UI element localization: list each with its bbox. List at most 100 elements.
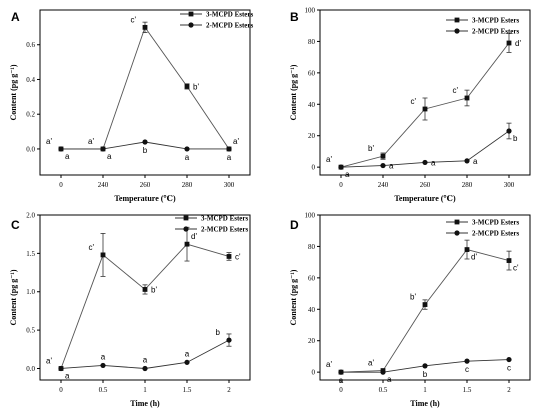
y-axis-title: Content (pg g⁻¹): [9, 64, 18, 120]
data-point: [338, 164, 344, 170]
x-tick-label: 1.5: [463, 386, 472, 394]
data-point: [142, 365, 148, 372]
x-tick-label: 2: [227, 386, 231, 394]
significance-label: a: [345, 170, 350, 179]
data-point: [506, 356, 512, 363]
legend-label: 2-MCPD Esters: [201, 226, 249, 234]
data-point: [422, 363, 428, 369]
x-tick-label: 1: [143, 386, 147, 394]
legend-marker: [454, 17, 460, 23]
y-axis-title: Content (pg g⁻¹): [9, 269, 18, 325]
legend-marker: [454, 28, 460, 34]
data-point: [100, 362, 106, 369]
data-point: [464, 95, 470, 101]
x-tick-label: 300: [504, 181, 515, 189]
legend: 3-MCPD Esters 2-MCPD Esters: [180, 11, 254, 30]
significance-label: a: [185, 349, 190, 358]
y-axis-title: Content (pg g⁻¹): [289, 269, 298, 325]
significance-label: a: [473, 157, 478, 166]
data-point: [100, 146, 106, 152]
data-point: [226, 254, 232, 259]
series-line: [60, 243, 230, 369]
panel-letter: A: [11, 10, 20, 24]
significance-label: a': [46, 137, 52, 146]
significance-label: a: [65, 152, 70, 161]
data-point: [226, 146, 232, 152]
significance-label: c': [130, 15, 136, 24]
significance-label: c': [513, 264, 519, 273]
data-point: [338, 369, 344, 375]
legend-marker: [183, 226, 189, 232]
x-tick-label: 0.5: [99, 386, 108, 394]
legend-marker: [454, 230, 460, 236]
y-tick-label: 100: [305, 7, 316, 15]
x-tick-label: 280: [182, 181, 193, 189]
series-line: [340, 249, 510, 373]
y-tick-label: 0.6: [26, 41, 35, 49]
y-tick-label: 40: [308, 101, 316, 109]
significance-label: c: [507, 364, 511, 373]
significance-label: c': [88, 243, 94, 252]
data-point: [506, 128, 512, 134]
y-tick-label: 1.0: [26, 288, 35, 296]
significance-label: a': [368, 359, 374, 368]
y-tick-label: 40: [308, 306, 316, 314]
panel-a: A 0 240 260 280 300 0.0 0.2 0.4 0.6 Temperature (℃…: [9, 9, 254, 203]
significance-label: d': [515, 39, 521, 48]
y-tick-label: 0.0: [26, 365, 35, 373]
y-tick-label: 0.2: [26, 111, 35, 119]
significance-label: b': [410, 293, 416, 302]
significance-label: a': [326, 360, 332, 369]
x-tick-label: 0: [59, 386, 63, 394]
significance-label: a: [143, 355, 148, 364]
data-point: [184, 146, 190, 152]
data-point: [142, 287, 148, 292]
series-2-mcpd: a a a a b: [338, 122, 518, 179]
legend: 3-MCPD Esters 2-MCPD Esters: [446, 17, 520, 36]
x-tick-label: 0: [339, 181, 343, 189]
significance-label: a: [65, 371, 70, 380]
plot-frame: [319, 214, 531, 381]
significance-label: c': [452, 86, 458, 95]
x-tick-label: 240: [98, 181, 109, 189]
data-point: [380, 153, 386, 159]
x-axis-title: Time (h): [130, 399, 160, 408]
significance-label: a: [387, 375, 392, 384]
data-point: [422, 302, 428, 307]
legend-marker: [183, 215, 189, 221]
x-tick-label: 240: [378, 181, 389, 189]
data-point: [422, 159, 428, 166]
significance-label: a': [46, 356, 52, 365]
y-tick-label: 0: [312, 369, 316, 377]
data-point: [184, 359, 190, 365]
y-axis-title: Content (pg g⁻¹): [289, 64, 298, 120]
series-2-mcpd: a aba a: [58, 139, 232, 162]
significance-label: b: [513, 134, 518, 143]
significance-label: a: [101, 352, 106, 361]
data-point: [464, 158, 470, 164]
significance-label: a': [326, 155, 332, 164]
y-tick-label: 0.0: [26, 145, 35, 153]
y-tick-label: 80: [308, 38, 316, 46]
significance-label: c': [235, 252, 241, 261]
x-tick-label: 2: [507, 386, 511, 394]
significance-label: a': [88, 137, 94, 146]
x-axis-title: Time (h): [410, 399, 440, 408]
series-3-mcpd: a' b' c' c' d': [326, 33, 521, 170]
x-tick-label: 0.5: [379, 386, 388, 394]
legend-label: 3-MCPD Esters: [201, 215, 249, 223]
significance-label: b: [143, 146, 148, 155]
significance-label: c': [410, 97, 416, 106]
data-point: [380, 162, 386, 169]
significance-label: b: [216, 328, 221, 337]
significance-label: d': [191, 232, 197, 241]
y-tick-label: 1.5: [26, 250, 35, 258]
data-point: [142, 24, 148, 30]
series-3-mcpd: a' a' c' b' a': [46, 15, 239, 152]
data-point: [226, 337, 232, 343]
x-axis-title: Temperature (℃): [394, 194, 456, 203]
legend-label: 3-MCPD Esters: [472, 17, 520, 25]
y-tick-label: 100: [305, 212, 316, 220]
y-tick-label: 80: [308, 243, 316, 251]
